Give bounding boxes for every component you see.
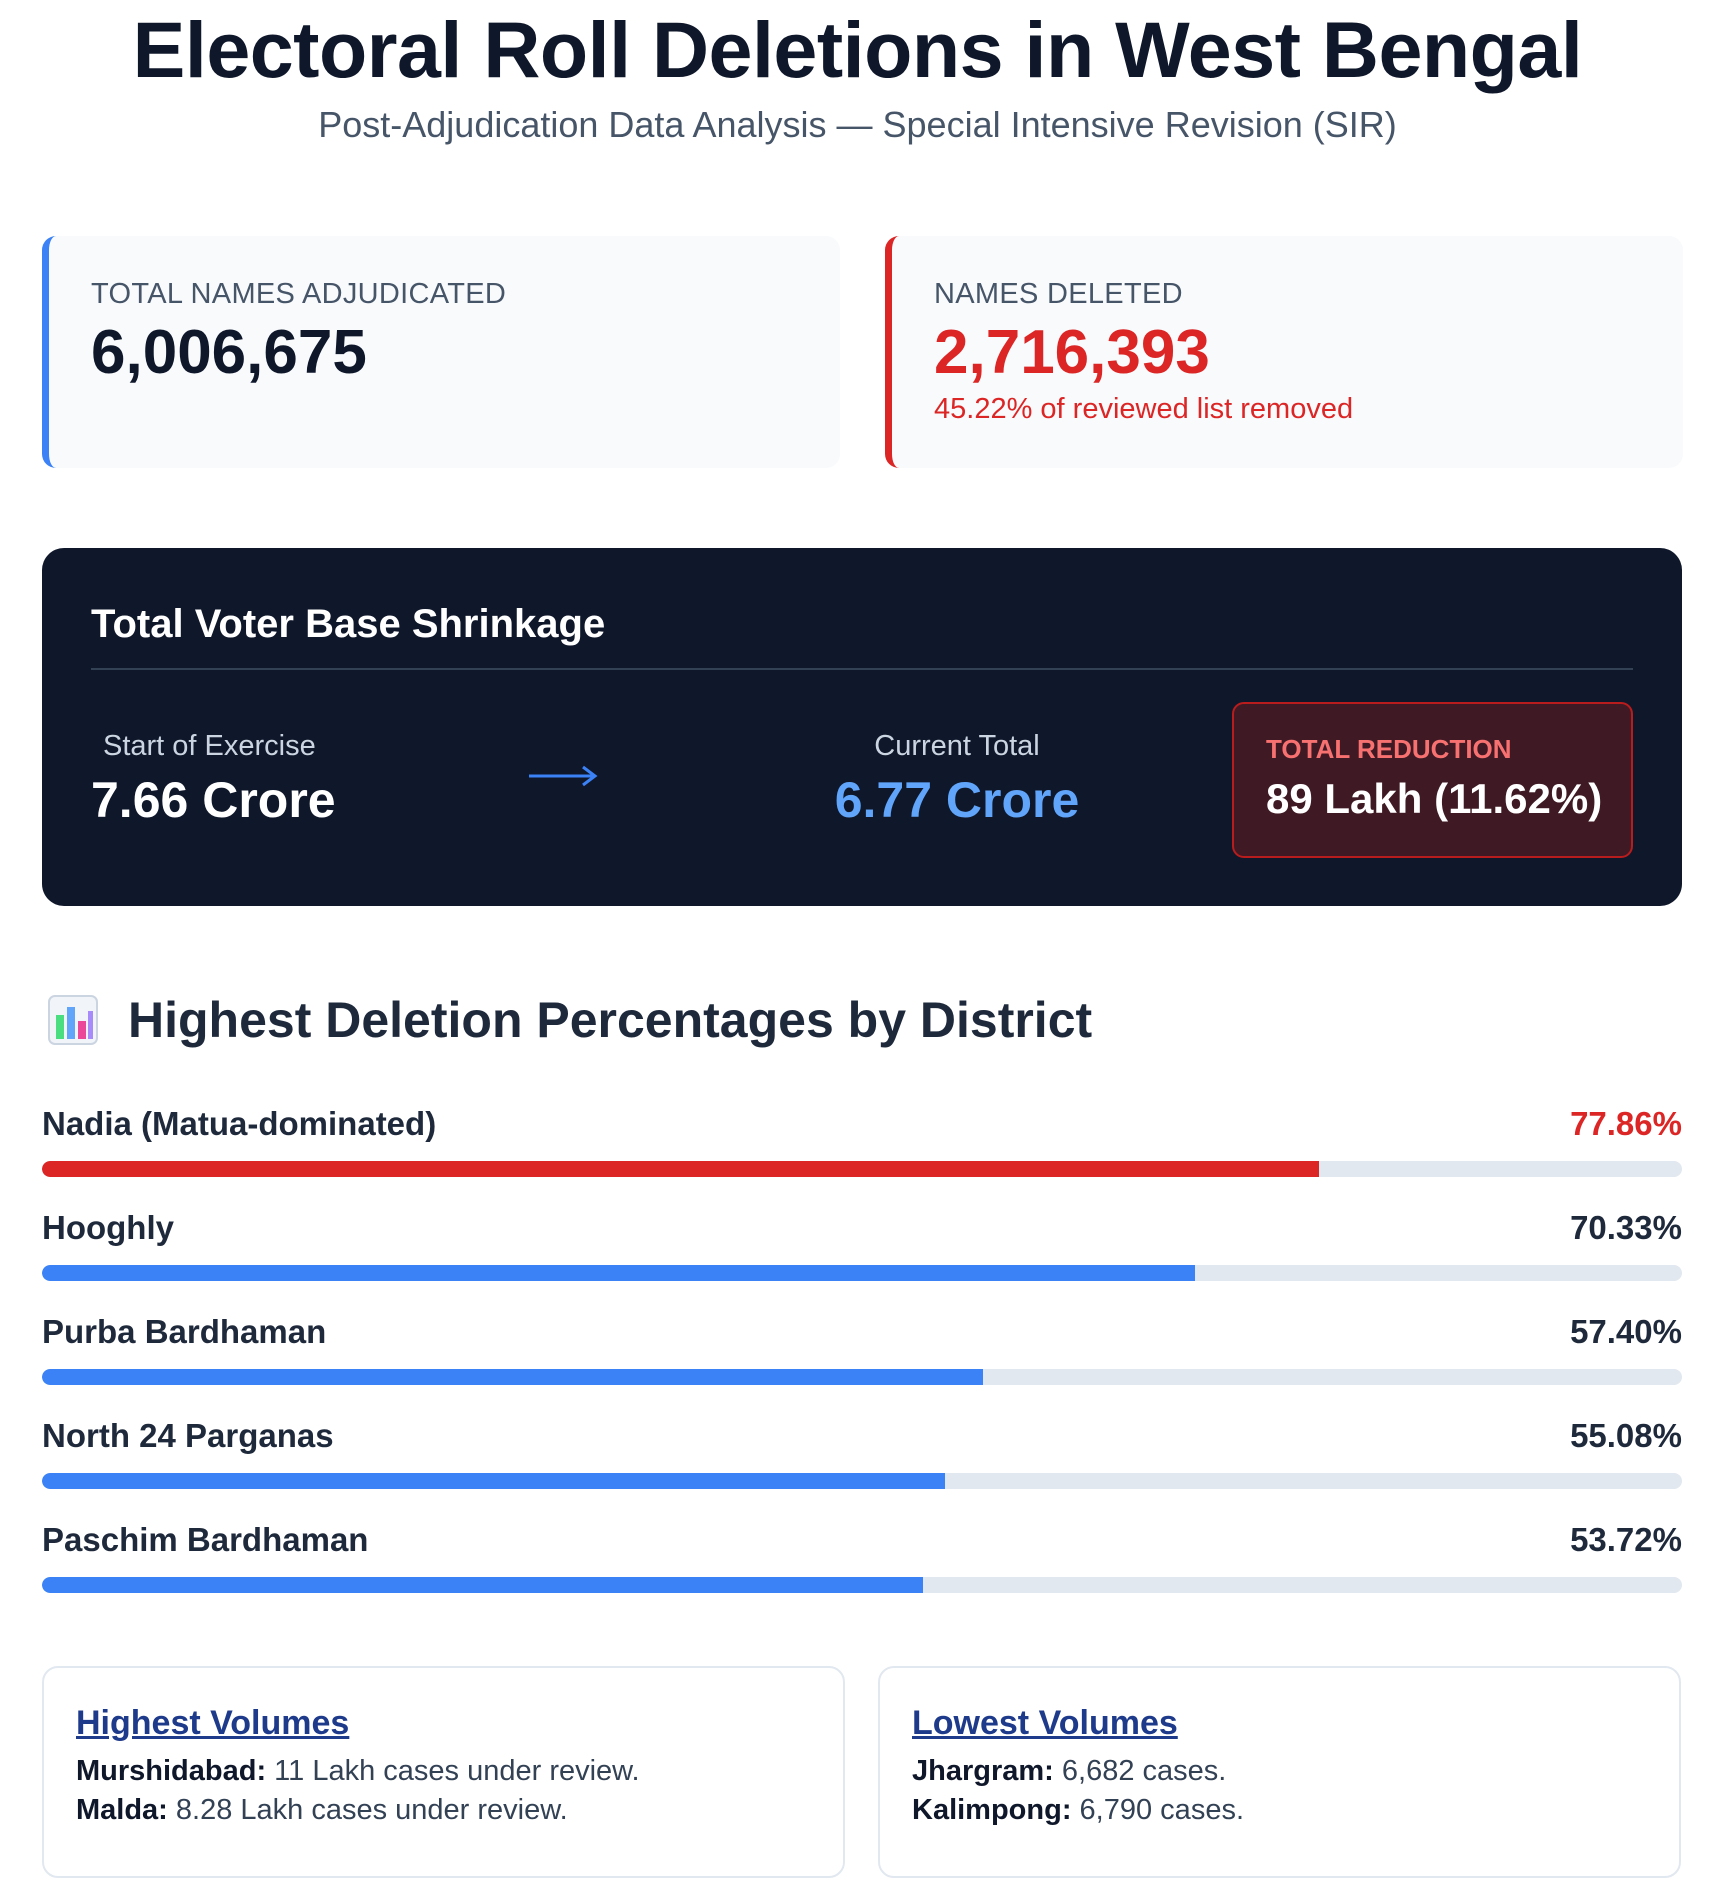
district-percentage: 55.08%	[1570, 1417, 1682, 1454]
start-label: Start of Exercise	[103, 730, 316, 762]
shrinkage-title: Total Voter Base Shrinkage	[91, 602, 606, 646]
district-bar-track	[42, 1577, 1682, 1593]
deleted-card: NAMES DELETED 2,716,393 45.22% of review…	[885, 236, 1683, 468]
lowest-volumes-card: Lowest Volumes Jhargram: 6,682 cases. Ka…	[878, 1666, 1681, 1878]
district-name: Murshidabad:	[76, 1755, 267, 1787]
reduction-label: TOTAL REDUCTION	[1266, 734, 1512, 764]
current-stat: Current Total 6.77 Crore	[742, 730, 1172, 829]
shrinkage-panel: Total Voter Base Shrinkage Start of Exer…	[42, 548, 1682, 906]
highest-volumes-link[interactable]: Highest Volumes	[76, 1704, 350, 1742]
district-section-title: Highest Deletion Percentages by District	[128, 992, 1093, 1048]
district-bar-track	[42, 1473, 1682, 1489]
deleted-label: NAMES DELETED	[934, 278, 1183, 310]
current-value: 6.77 Crore	[834, 772, 1080, 828]
right-arrow-icon	[527, 764, 599, 793]
district-name: Nadia (Matua-dominated)	[42, 1105, 437, 1142]
district-bar-fill	[42, 1369, 984, 1385]
deleted-value: 2,716,393	[934, 318, 1210, 387]
district-name: Malda:	[76, 1794, 168, 1826]
district-percentage: 70.33%	[1570, 1209, 1682, 1246]
volume-text: 8.28 Lakh cases under review.	[167, 1794, 568, 1826]
bar-chart-icon	[48, 995, 98, 1045]
district-percentage: 53.72%	[1570, 1521, 1682, 1558]
district-bar-fill	[42, 1265, 1196, 1281]
volume-text: 6,790 cases.	[1071, 1794, 1244, 1826]
district-name: North 24 Parganas	[42, 1417, 334, 1454]
district-bar-track	[42, 1161, 1682, 1177]
current-label: Current Total	[874, 730, 1040, 762]
reduction-value: 89 Lakh (11.62%)	[1266, 775, 1603, 822]
district-row: Purba Bardhaman 57.40%	[42, 1313, 1682, 1393]
adjudicated-card: TOTAL NAMES ADJUDICATED 6,006,675	[42, 236, 840, 468]
volume-text: 11 Lakh cases under review.	[266, 1755, 640, 1787]
district-bar-track	[42, 1369, 1682, 1385]
start-value: 7.66 Crore	[91, 772, 336, 828]
district-name: Paschim Bardhaman	[42, 1521, 369, 1558]
district-row: Nadia (Matua-dominated) 77.86%	[42, 1105, 1682, 1185]
district-bar-fill	[42, 1473, 946, 1489]
district-section-header: Highest Deletion Percentages by District	[48, 990, 1092, 1050]
district-bar-track	[42, 1265, 1682, 1281]
lowest-volumes-link[interactable]: Lowest Volumes	[912, 1704, 1178, 1742]
district-row: Hooghly 70.33%	[42, 1209, 1682, 1289]
volume-line: Jhargram: 6,682 cases.	[912, 1757, 1679, 1786]
district-bar-fill	[42, 1577, 923, 1593]
page-title: Electoral Roll Deletions in West Bengal	[132, 5, 1583, 94]
adjudicated-label: TOTAL NAMES ADJUDICATED	[91, 278, 507, 310]
district-name: Purba Bardhaman	[42, 1313, 327, 1350]
page-subtitle: Post-Adjudication Data Analysis — Specia…	[318, 104, 1397, 145]
volume-text: 6,682 cases.	[1053, 1755, 1227, 1787]
district-row: North 24 Parganas 55.08%	[42, 1417, 1682, 1497]
shrinkage-divider	[91, 668, 1633, 670]
district-bar-fill	[42, 1161, 1319, 1177]
reduction-box: TOTAL REDUCTION 89 Lakh (11.62%)	[1232, 702, 1633, 858]
volume-line: Kalimpong: 6,790 cases.	[912, 1796, 1679, 1825]
district-name: Jhargram:	[912, 1755, 1054, 1787]
start-stat: Start of Exercise 7.66 Crore	[91, 730, 336, 829]
district-percentage: 57.40%	[1570, 1313, 1682, 1350]
district-percentage: 77.86%	[1570, 1105, 1682, 1142]
district-name: Hooghly	[42, 1209, 174, 1246]
volume-line: Malda: 8.28 Lakh cases under review.	[76, 1796, 843, 1825]
district-name: Kalimpong:	[912, 1794, 1072, 1826]
highest-volumes-card: Highest Volumes Murshidabad: 11 Lakh cas…	[42, 1666, 845, 1878]
district-row: Paschim Bardhaman 53.72%	[42, 1521, 1682, 1601]
adjudicated-value: 6,006,675	[91, 318, 367, 387]
volume-line: Murshidabad: 11 Lakh cases under review.	[76, 1757, 843, 1786]
deleted-note: 45.22% of reviewed list removed	[934, 393, 1354, 426]
